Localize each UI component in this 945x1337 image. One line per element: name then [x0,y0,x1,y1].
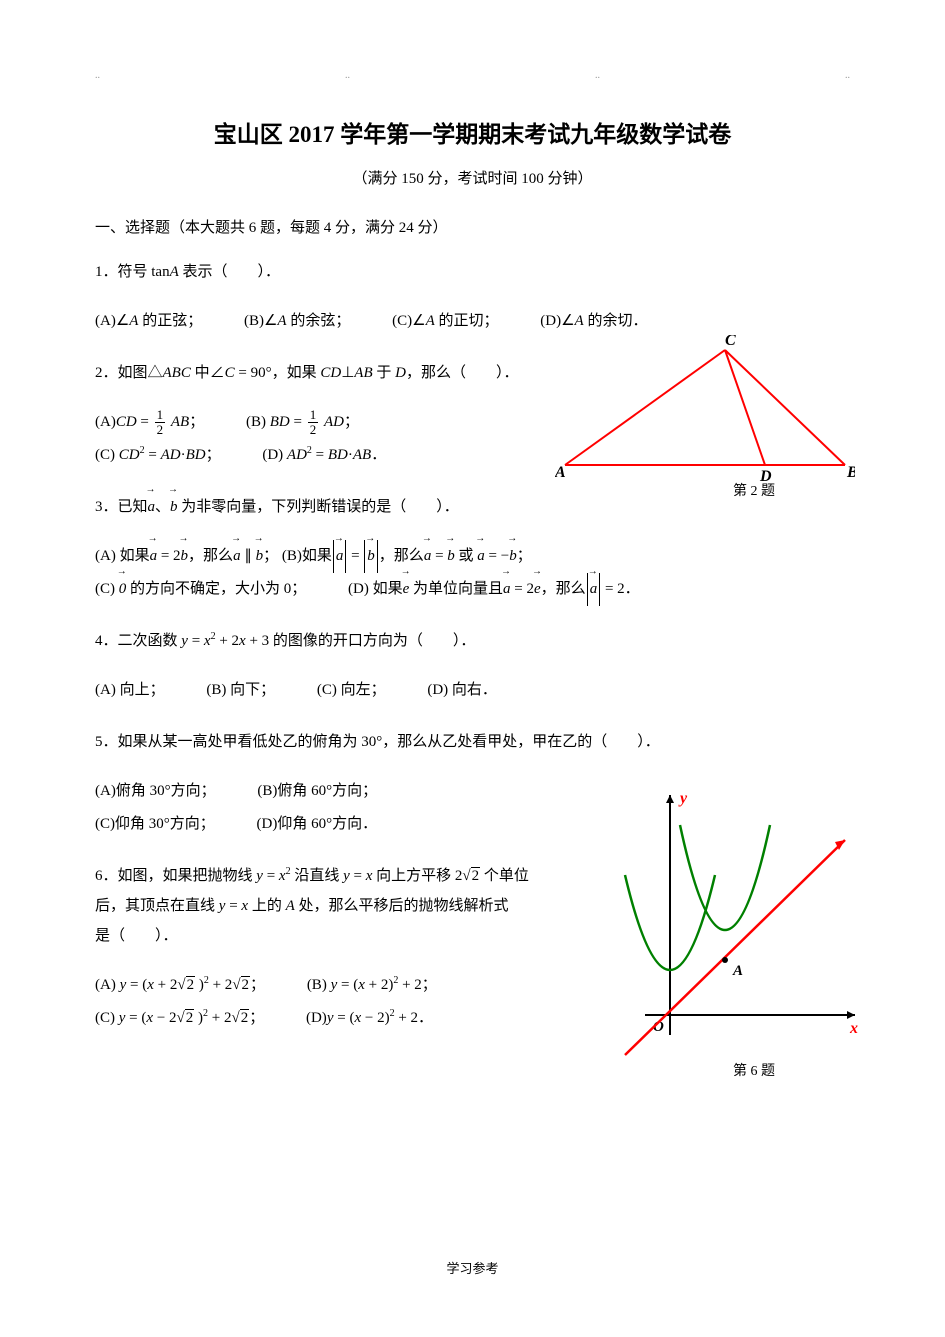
q2-text: 2．如图△ABC 中∠C = 90°，如果 CD⊥AB 于 D，那么（ ）． [95,365,518,381]
question-1: 1．符号 tanA 表示（ ）． [95,257,850,287]
svg-text:x: x [849,1020,858,1037]
q1-opt-a: (A)∠A 的正弦； [95,305,202,338]
q2-opt-c: (C) CD2 = AD·BD； [95,439,221,472]
q6-opt-c: (C) y = (x − 22 )2 + 22； [95,1002,264,1035]
mark: .. [595,70,600,81]
svg-text:C: C [725,335,736,349]
q6-opt-d: (D)y = (x − 2)2 + 2． [306,1002,433,1035]
q1-opt-c: (C)∠A 的正切； [392,305,498,338]
svg-text:A: A [732,963,743,979]
q5-opt-b: (B)俯角 60°方向； [257,775,377,808]
q4-options: (A) 向上； (B) 向下； (C) 向左； (D) 向右． [95,674,850,707]
mark: .. [345,70,350,81]
question-6: 6．如图，如果把抛物线 y = x2 沿直线 y = x 向上方平移 22 个单… [95,861,555,951]
figure-6-caption: 第 6 题 [733,1060,775,1080]
q6-options: (A) y = (x + 22 )2 + 22； (B) y = (x + 2)… [95,969,555,1035]
q5-opt-a: (A)俯角 30°方向； [95,775,216,808]
header-marks: .. .. .. .. [95,70,850,81]
q1-text: 1．符号 tanA 表示（ ）． [95,264,280,280]
q3-options: (A) 如果a = 2b，那么a ∥ b； (B)如果a = b，那么a = b… [95,540,850,606]
mark: .. [95,70,100,81]
q1-opt-b: (B)∠A 的余弦； [244,305,350,338]
q2-opt-b: (B) BD = 12 AD； [246,406,359,439]
q6-opt-a: (A) y = (x + 22 )2 + 22； [95,969,265,1002]
q4-opt-c: (C) 向左； [317,674,386,707]
q4-opt-d: (D) 向右． [427,674,497,707]
page-title: 宝山区 2017 学年第一学期期末考试九年级数学试卷 [95,115,850,149]
q3-opt-d: (D) 如果e 为单位向量且a = 2e，那么a = 2． [348,581,640,597]
question-5: 5．如果从某一高处甲看低处乙的俯角为 30°，那么从乙处看甲处，甲在乙的（ ）． [95,727,850,757]
q1-options: (A)∠A 的正弦； (B)∠A 的余弦； (C)∠A 的正切； (D)∠A 的… [95,305,850,338]
q4-opt-a: (A) 向上； [95,674,165,707]
q2-options: (A)CD = 12 AB； (B) BD = 12 AD； (C) CD2 =… [95,406,535,472]
figure-2-triangle: C A D B [555,335,855,485]
footer-text: 学习参考 [0,1258,945,1277]
svg-text:A: A [555,464,566,481]
svg-text:y: y [678,790,688,807]
mark: .. [845,70,850,81]
q5-opt-c: (C)仰角 30°方向； [95,808,215,841]
q2-opt-d: (D) AD2 = BD·AB． [262,439,386,472]
question-3: 3．已知a、b 为非零向量，下列判断错误的是（ ）． [95,492,850,522]
q1-opt-d: (D)∠A 的余切． [540,305,647,338]
figure-6-graph: x y O A [585,785,865,1065]
q5-opt-d: (D)仰角 60°方向． [257,808,378,841]
question-4: 4．二次函数 y = x2 + 2x + 3 的图像的开口方向为（ ）． [95,626,850,656]
q6-opt-b: (B) y = (x + 2)2 + 2； [307,969,437,1002]
q4-opt-b: (B) 向下； [206,674,275,707]
q3-opt-c: (C) 0 的方向不确定，大小为 0； [95,573,306,606]
section-header: 一、选择题（本大题共 6 题，每题 4 分，满分 24 分） [95,216,850,237]
svg-text:B: B [846,464,855,481]
q2-opt-a: (A)CD = 12 AB； [95,406,204,439]
page-subtitle: （满分 150 分，考试时间 100 分钟） [95,167,850,188]
question-2: 2．如图△ABC 中∠C = 90°，如果 CD⊥AB 于 D，那么（ ）． [95,358,535,388]
